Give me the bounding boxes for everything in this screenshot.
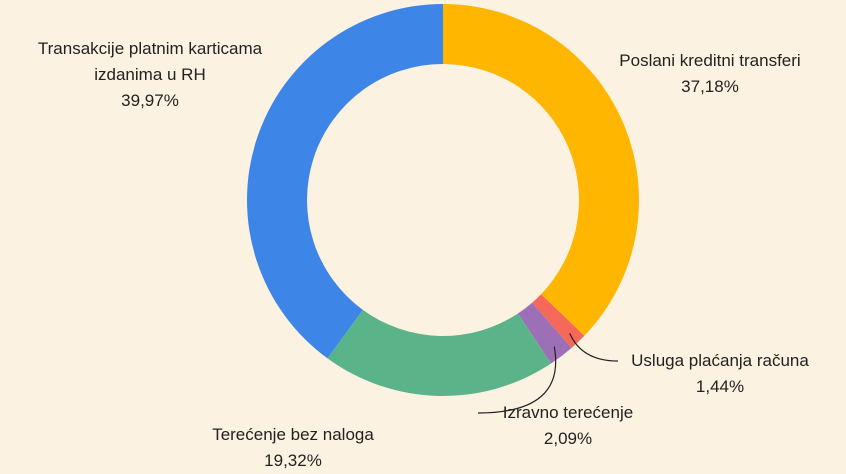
- slice-value-label: 39,97%: [121, 91, 179, 110]
- slice-label: Poslani kreditni transferi: [619, 51, 801, 70]
- slice-value-label: 37,18%: [681, 77, 739, 96]
- slice-label: Usluga plaćanja računa: [631, 351, 809, 370]
- slice-label: Izravno terećenje: [502, 403, 634, 422]
- leader-line: [477, 346, 557, 414]
- donut-slice: [247, 4, 443, 359]
- donut-slice: [443, 4, 639, 336]
- slice-value-label: 1,44%: [695, 377, 745, 396]
- donut-slice: [532, 294, 585, 348]
- slice-value-label: 19,32%: [264, 451, 322, 470]
- slice-value-label: 2,09%: [543, 429, 593, 448]
- donut-slice: [327, 309, 552, 396]
- slice-label: Terećenje bez naloga: [212, 425, 374, 444]
- leader-line: [569, 333, 619, 362]
- slice-label: Transakcije platnim karticama izdanima u…: [37, 39, 263, 84]
- donut-slice: [517, 302, 572, 364]
